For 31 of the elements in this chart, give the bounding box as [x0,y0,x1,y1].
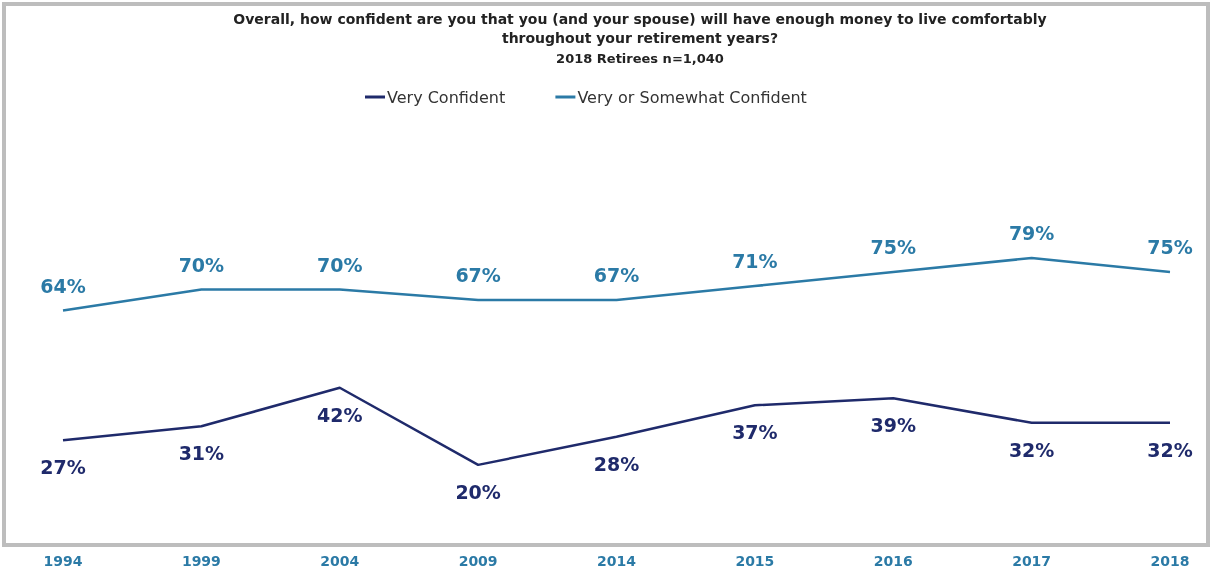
legend-label: Very or Somewhat Confident [577,88,807,107]
data-label: 67% [593,264,640,287]
x-tick-label: 2009 [458,553,498,569]
data-label: 42% [317,403,363,426]
data-label: 32% [1147,438,1193,461]
data-label: 64% [40,274,86,297]
data-label: 70% [317,253,363,276]
data-label: 79% [1008,222,1055,244]
legend-label: Very Confident [387,88,506,107]
data-label: 70% [178,253,225,276]
x-tick-label: 2014 [597,553,637,569]
x-tick-label: 2016 [873,553,913,569]
data-label: 28% [593,452,640,475]
data-label: 71% [732,250,778,273]
data-label: 31% [178,442,225,465]
x-tick-label: 2015 [735,553,775,569]
x-tick-label: 2017 [1012,553,1052,569]
x-tick-label: 1999 [181,553,221,569]
data-label: 37% [732,421,778,444]
data-label: 20% [455,480,501,503]
data-label: 27% [40,456,86,479]
x-tick-label: 1994 [43,553,83,569]
data-label: 39% [870,414,916,437]
chart-title: Overall, how confident are you that you (and your spouse) will have enough money to live comfortably throughout your retirement years? [233,11,1047,46]
chart-subtitle: 2018 Retirees n=1,040 [556,51,724,66]
data-label: 75% [1147,236,1193,259]
x-tick-label: 2004 [320,553,360,569]
data-label: 32% [1008,438,1055,461]
x-tick-label: 2018 [1150,553,1190,569]
data-label: 67% [455,264,501,287]
data-label: 75% [870,236,916,259]
